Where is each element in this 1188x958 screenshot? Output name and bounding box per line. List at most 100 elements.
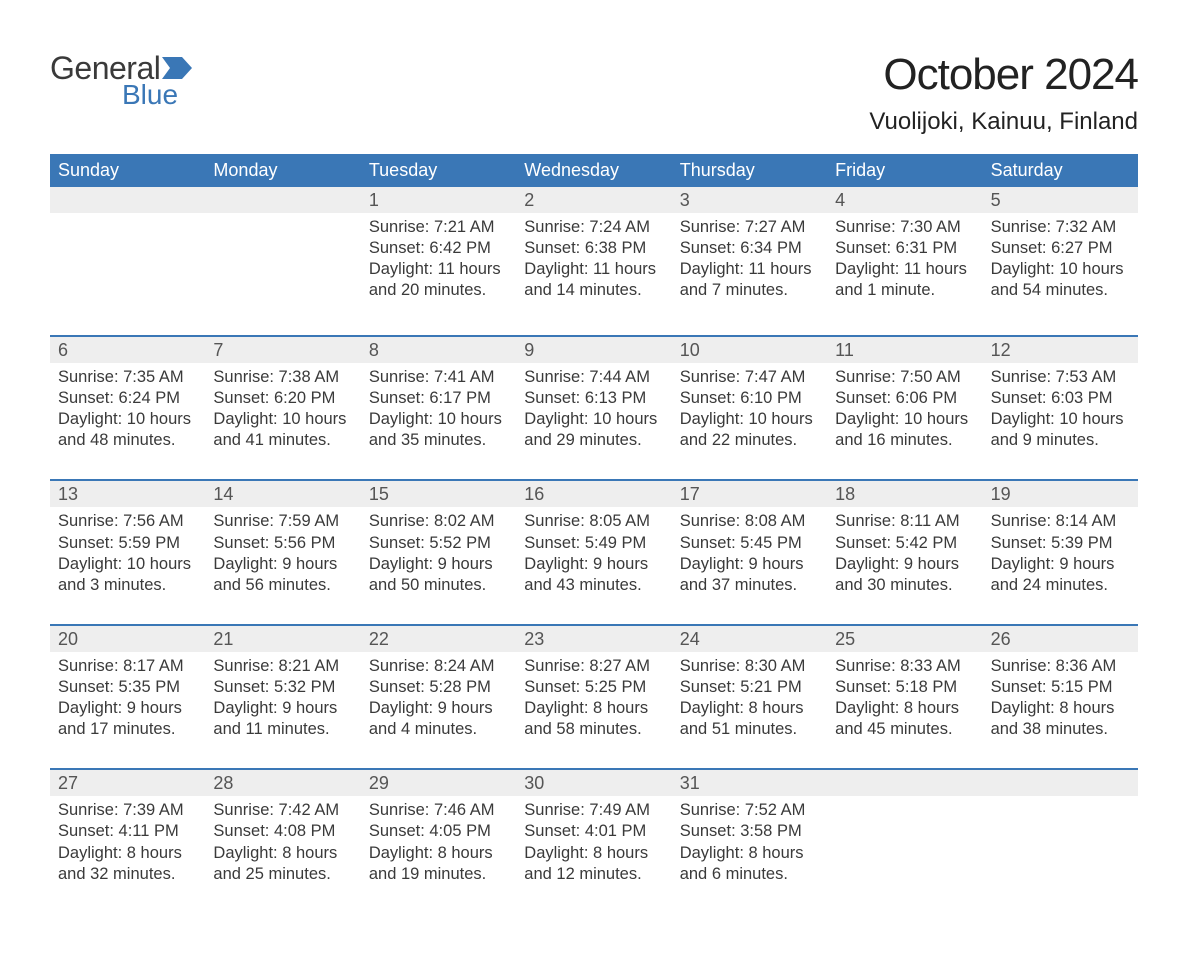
daylight-text-1: Daylight: 10 hours (213, 409, 352, 430)
day-number: 13 (50, 481, 205, 507)
daylight-text-2: and 14 minutes. (524, 280, 663, 301)
day-cell: Sunrise: 7:50 AMSunset: 6:06 PMDaylight:… (827, 363, 982, 479)
daylight-text-1: Daylight: 11 hours (680, 259, 819, 280)
sunset-text: Sunset: 4:01 PM (524, 821, 663, 842)
sunrise-text: Sunrise: 7:41 AM (369, 367, 508, 388)
daylight-text-2: and 32 minutes. (58, 864, 197, 885)
daylight-text-1: Daylight: 11 hours (835, 259, 974, 280)
day-number: 29 (361, 770, 516, 796)
sunset-text: Sunset: 5:42 PM (835, 533, 974, 554)
sunset-text: Sunset: 6:24 PM (58, 388, 197, 409)
day-cell: Sunrise: 7:44 AMSunset: 6:13 PMDaylight:… (516, 363, 671, 479)
calendar-week: 12345Sunrise: 7:21 AMSunset: 6:42 PMDayl… (50, 187, 1138, 335)
sunrise-text: Sunrise: 8:30 AM (680, 656, 819, 677)
daylight-text-1: Daylight: 10 hours (524, 409, 663, 430)
day-cell: Sunrise: 8:33 AMSunset: 5:18 PMDaylight:… (827, 652, 982, 768)
day-number: 9 (516, 337, 671, 363)
day-cell: Sunrise: 7:49 AMSunset: 4:01 PMDaylight:… (516, 796, 671, 918)
sunset-text: Sunset: 6:13 PM (524, 388, 663, 409)
day-number: 1 (361, 187, 516, 213)
day-number: 25 (827, 626, 982, 652)
daylight-text-1: Daylight: 8 hours (524, 698, 663, 719)
day-number: 16 (516, 481, 671, 507)
daylight-text-2: and 19 minutes. (369, 864, 508, 885)
sunrise-text: Sunrise: 7:49 AM (524, 800, 663, 821)
day-cell: Sunrise: 8:36 AMSunset: 5:15 PMDaylight:… (983, 652, 1138, 768)
day-number: 2 (516, 187, 671, 213)
day-number: 17 (672, 481, 827, 507)
day-number: 18 (827, 481, 982, 507)
daylight-text-2: and 56 minutes. (213, 575, 352, 596)
daylight-text-1: Daylight: 8 hours (213, 843, 352, 864)
day-cell (50, 213, 205, 335)
sunrise-text: Sunrise: 7:52 AM (680, 800, 819, 821)
daylight-text-2: and 41 minutes. (213, 430, 352, 451)
weekday-header: Wednesday (516, 154, 671, 187)
daylight-text-1: Daylight: 11 hours (524, 259, 663, 280)
weekday-header: Saturday (983, 154, 1138, 187)
daylight-text-1: Daylight: 10 hours (835, 409, 974, 430)
sunrise-text: Sunrise: 8:08 AM (680, 511, 819, 532)
daylight-text-2: and 3 minutes. (58, 575, 197, 596)
sunrise-text: Sunrise: 7:46 AM (369, 800, 508, 821)
day-number: 15 (361, 481, 516, 507)
day-number: 31 (672, 770, 827, 796)
sunset-text: Sunset: 5:39 PM (991, 533, 1130, 554)
sunset-text: Sunset: 5:35 PM (58, 677, 197, 698)
sunrise-text: Sunrise: 8:17 AM (58, 656, 197, 677)
daylight-text-1: Daylight: 9 hours (991, 554, 1130, 575)
sunrise-text: Sunrise: 8:05 AM (524, 511, 663, 532)
sunrise-text: Sunrise: 7:59 AM (213, 511, 352, 532)
daylight-text-2: and 43 minutes. (524, 575, 663, 596)
sunrise-text: Sunrise: 7:30 AM (835, 217, 974, 238)
daylight-text-1: Daylight: 8 hours (58, 843, 197, 864)
day-number: 10 (672, 337, 827, 363)
day-cell: Sunrise: 7:56 AMSunset: 5:59 PMDaylight:… (50, 507, 205, 623)
sunset-text: Sunset: 5:21 PM (680, 677, 819, 698)
sunrise-text: Sunrise: 7:50 AM (835, 367, 974, 388)
day-cell: Sunrise: 7:27 AMSunset: 6:34 PMDaylight:… (672, 213, 827, 335)
day-cell: Sunrise: 7:46 AMSunset: 4:05 PMDaylight:… (361, 796, 516, 918)
day-cell: Sunrise: 7:39 AMSunset: 4:11 PMDaylight:… (50, 796, 205, 918)
day-cell (827, 796, 982, 918)
sunrise-text: Sunrise: 7:21 AM (369, 217, 508, 238)
daylight-text-2: and 45 minutes. (835, 719, 974, 740)
day-cell: Sunrise: 7:38 AMSunset: 6:20 PMDaylight:… (205, 363, 360, 479)
sunset-text: Sunset: 6:38 PM (524, 238, 663, 259)
day-cell: Sunrise: 7:59 AMSunset: 5:56 PMDaylight:… (205, 507, 360, 623)
daylight-text-2: and 37 minutes. (680, 575, 819, 596)
sunrise-text: Sunrise: 8:24 AM (369, 656, 508, 677)
daylight-text-2: and 29 minutes. (524, 430, 663, 451)
sunset-text: Sunset: 5:49 PM (524, 533, 663, 554)
day-number: 12 (983, 337, 1138, 363)
calendar-week: 6789101112Sunrise: 7:35 AMSunset: 6:24 P… (50, 335, 1138, 479)
daylight-text-1: Daylight: 9 hours (524, 554, 663, 575)
sunset-text: Sunset: 4:11 PM (58, 821, 197, 842)
day-cell: Sunrise: 7:41 AMSunset: 6:17 PMDaylight:… (361, 363, 516, 479)
daylight-text-1: Daylight: 11 hours (369, 259, 508, 280)
sunset-text: Sunset: 5:18 PM (835, 677, 974, 698)
day-cell: Sunrise: 7:42 AMSunset: 4:08 PMDaylight:… (205, 796, 360, 918)
sunset-text: Sunset: 6:42 PM (369, 238, 508, 259)
day-number: 4 (827, 187, 982, 213)
daylight-text-2: and 22 minutes. (680, 430, 819, 451)
sunrise-text: Sunrise: 7:38 AM (213, 367, 352, 388)
daylight-text-2: and 48 minutes. (58, 430, 197, 451)
sunrise-text: Sunrise: 8:21 AM (213, 656, 352, 677)
sunrise-text: Sunrise: 7:44 AM (524, 367, 663, 388)
sunset-text: Sunset: 5:32 PM (213, 677, 352, 698)
day-cell: Sunrise: 8:14 AMSunset: 5:39 PMDaylight:… (983, 507, 1138, 623)
sunrise-text: Sunrise: 8:11 AM (835, 511, 974, 532)
daylight-text-1: Daylight: 8 hours (991, 698, 1130, 719)
day-number: 3 (672, 187, 827, 213)
sunset-text: Sunset: 5:25 PM (524, 677, 663, 698)
sunset-text: Sunset: 5:45 PM (680, 533, 819, 554)
day-number: 22 (361, 626, 516, 652)
daylight-text-1: Daylight: 9 hours (213, 554, 352, 575)
sunset-text: Sunset: 5:52 PM (369, 533, 508, 554)
header: General Blue October 2024 Vuolijoki, Kai… (50, 50, 1138, 136)
sunset-text: Sunset: 5:28 PM (369, 677, 508, 698)
logo: General Blue (50, 50, 192, 111)
sunset-text: Sunset: 6:10 PM (680, 388, 819, 409)
sunrise-text: Sunrise: 7:35 AM (58, 367, 197, 388)
